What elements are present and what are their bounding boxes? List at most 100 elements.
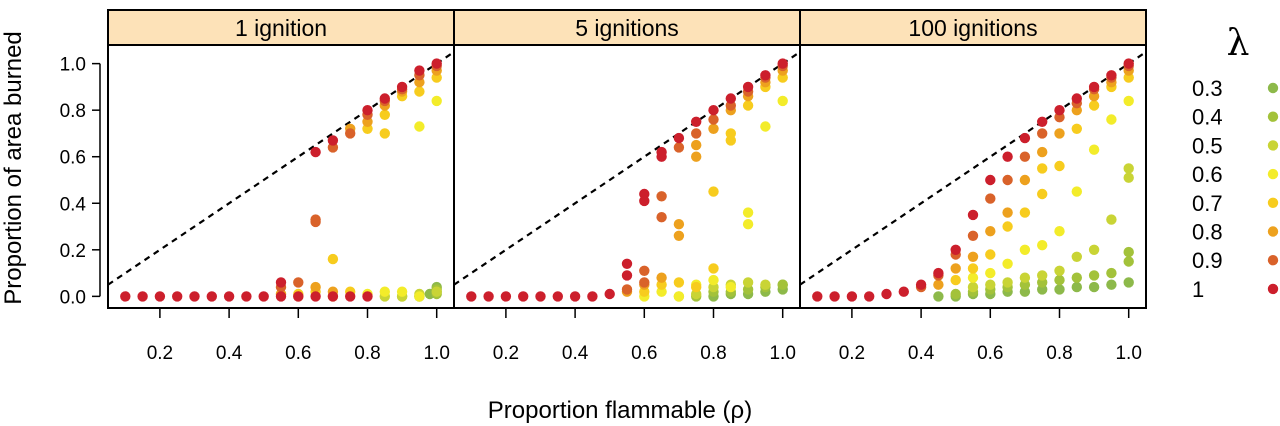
legend-swatch <box>1267 197 1279 208</box>
data-point <box>1054 265 1065 276</box>
data-point <box>742 219 754 230</box>
data-point <box>1019 132 1031 144</box>
data-point <box>1002 221 1013 232</box>
data-point <box>1106 214 1117 225</box>
data-point <box>691 151 702 162</box>
data-point <box>1019 174 1031 186</box>
x-axis-panel-2: 0.2 0.4 0.6 0.8 1.0 <box>493 308 796 364</box>
data-point <box>206 291 217 302</box>
data-point <box>483 291 494 302</box>
data-point <box>275 277 287 288</box>
data-point <box>1037 128 1048 139</box>
data-point <box>362 291 373 302</box>
panel-title: 100 ignitions <box>908 15 1037 41</box>
data-point <box>708 114 719 125</box>
legend-item-label: 1 <box>1192 277 1204 302</box>
data-point <box>466 291 477 302</box>
legend-swatch <box>1267 168 1279 180</box>
data-point <box>950 263 961 274</box>
data-point <box>1019 272 1031 283</box>
data-point <box>258 291 269 302</box>
data-point <box>327 253 339 265</box>
data-point <box>673 219 685 230</box>
data-point <box>967 209 979 221</box>
data-point <box>1054 128 1065 139</box>
data-point <box>310 146 321 158</box>
y-tick-label: 0.4 <box>60 194 87 215</box>
data-point <box>275 291 287 302</box>
data-point <box>379 286 390 297</box>
data-point <box>362 105 373 116</box>
y-axis: 0.0 0.2 0.4 0.6 0.8 1.0 <box>60 55 101 308</box>
legend-item-1: 1 <box>1192 277 1279 302</box>
data-point <box>742 100 754 111</box>
data-point <box>967 263 979 274</box>
legend-item-label: 0.9 <box>1192 248 1223 273</box>
x-tick-label: 1.0 <box>769 343 795 364</box>
legend-swatch <box>1267 82 1279 94</box>
data-point <box>310 281 321 293</box>
data-point <box>708 123 719 134</box>
data-point <box>345 291 356 302</box>
panel-strip <box>799 9 1147 46</box>
data-point <box>725 93 736 104</box>
x-tick-label: 0.8 <box>354 343 380 364</box>
legend-title: λ <box>1227 23 1250 64</box>
data-point <box>431 286 442 297</box>
data-point <box>1054 284 1065 295</box>
data-point <box>310 216 321 228</box>
data-point <box>1054 274 1065 286</box>
series-lambda-0_5 <box>967 163 1134 293</box>
data-point <box>1002 277 1013 288</box>
data-point <box>708 105 719 116</box>
x-tick-label: 0.6 <box>631 343 657 364</box>
data-point <box>414 291 425 302</box>
panel-title: 1 ignition <box>235 15 327 41</box>
series-lambda-1 <box>120 58 442 302</box>
data-point <box>691 139 702 151</box>
data-point <box>552 291 563 302</box>
reference-line <box>453 51 801 286</box>
data-point <box>950 274 961 286</box>
data-point <box>414 86 425 97</box>
data-point <box>1123 58 1134 69</box>
legend-item-label: 0.4 <box>1192 105 1223 130</box>
data-point <box>742 81 754 93</box>
data-point <box>1054 160 1065 172</box>
data-point <box>708 186 719 197</box>
data-point <box>1071 93 1083 104</box>
data-point <box>500 291 512 302</box>
data-point <box>1106 279 1117 290</box>
legend-item-label: 0.8 <box>1192 220 1223 245</box>
data-point <box>1037 146 1048 158</box>
data-point <box>414 121 425 132</box>
legend-item-label: 0.6 <box>1192 162 1223 187</box>
data-point <box>1037 240 1048 251</box>
data-point <box>691 116 702 128</box>
data-point <box>846 291 858 302</box>
data-point <box>604 288 615 300</box>
data-point <box>1002 174 1013 186</box>
data-point <box>760 70 771 81</box>
data-point <box>967 272 979 283</box>
legend-item-0_5: 0.5 <box>1192 133 1279 158</box>
x-tick-label: 0.6 <box>285 343 311 364</box>
legend-item-label: 0.5 <box>1192 133 1223 158</box>
legend-swatch <box>1267 226 1279 237</box>
data-point <box>1123 172 1134 183</box>
x-tick-label: 1.0 <box>423 343 449 364</box>
legend-swatch <box>1267 140 1279 151</box>
data-point <box>1037 163 1048 174</box>
data-point <box>673 132 685 144</box>
data-point <box>985 279 996 290</box>
data-point <box>985 249 996 260</box>
data-point <box>621 270 633 281</box>
data-point <box>345 128 356 139</box>
x-axis-panel-1: 0.2 0.4 0.6 0.8 1.0 <box>147 308 450 364</box>
data-point <box>1106 70 1117 81</box>
panel-2: 5 ignitions 0.2 0.4 0.6 0.8 1.0 <box>453 9 801 364</box>
data-point <box>1002 258 1013 269</box>
data-point <box>656 146 667 158</box>
data-point <box>950 288 961 300</box>
data-point <box>967 251 979 262</box>
